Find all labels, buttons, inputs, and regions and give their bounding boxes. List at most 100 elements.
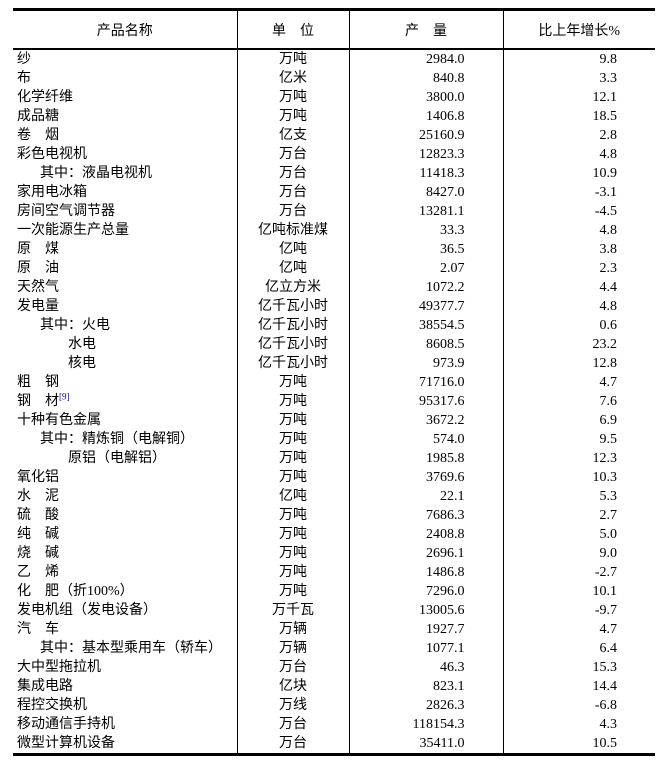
products-output-table-wrap: 产品名称 单 位 产 量 比上年增长% 纱 万吨 2984.0 9.8 布 亿米… bbox=[13, 8, 655, 756]
product-name-label: 大中型拖拉机 bbox=[17, 660, 101, 675]
product-name-label: 硫 酸 bbox=[17, 508, 59, 523]
growth-cell: 9.0 bbox=[502, 544, 655, 563]
footnote-9-link[interactable]: [9] bbox=[59, 392, 70, 402]
product-name-label: 原 煤 bbox=[17, 242, 59, 257]
product-name-label: 卷 烟 bbox=[17, 128, 59, 143]
output-cell: 7686.3 bbox=[348, 506, 503, 525]
output-cell: 2984.0 bbox=[348, 49, 503, 69]
unit-cell: 万吨 bbox=[236, 468, 349, 487]
product-name-label: 原 油 bbox=[17, 261, 59, 276]
table-row: 水 泥 亿吨 22.1 5.3 bbox=[13, 487, 655, 506]
product-name-cell: 乙 烯 bbox=[13, 563, 237, 582]
product-name-label: 氧化铝 bbox=[17, 470, 59, 485]
product-name-cell: 卷 烟 bbox=[13, 126, 237, 145]
product-name-label: 钢 材 bbox=[17, 394, 59, 409]
product-name-label: 十种有色金属 bbox=[17, 413, 101, 428]
output-cell: 1927.7 bbox=[348, 620, 503, 639]
product-name-cell: 布 bbox=[13, 69, 237, 88]
output-cell: 1985.8 bbox=[348, 449, 503, 468]
product-name-label: 原铝（电解铝） bbox=[68, 451, 166, 466]
table-row: 其中：液晶电视机 万台 11418.3 10.9 bbox=[13, 164, 655, 183]
table-row: 一次能源生产总量 亿吨标准煤 33.3 4.8 bbox=[13, 221, 655, 240]
product-name-cell: 集成电路 bbox=[13, 677, 237, 696]
product-name-cell: 其中：基本型乘用车（轿车） bbox=[13, 639, 237, 658]
product-name-cell: 烧 碱 bbox=[13, 544, 237, 563]
product-name-cell: 大中型拖拉机 bbox=[13, 658, 237, 677]
unit-cell: 万台 bbox=[236, 715, 349, 734]
table-row: 程控交换机 万线 2826.3 -6.8 bbox=[13, 696, 655, 715]
table-row: 化 肥（折100%） 万吨 7296.0 10.1 bbox=[13, 582, 655, 601]
product-name-label: 成品糖 bbox=[17, 109, 59, 124]
output-cell: 8608.5 bbox=[348, 335, 503, 354]
growth-cell: 10.3 bbox=[502, 468, 655, 487]
unit-cell: 万吨 bbox=[236, 449, 349, 468]
table-row: 纱 万吨 2984.0 9.8 bbox=[13, 49, 655, 69]
product-name-cell: 水 泥 bbox=[13, 487, 237, 506]
output-cell: 1486.8 bbox=[348, 563, 503, 582]
product-name-label: 一次能源生产总量 bbox=[17, 223, 129, 238]
table-row: 乙 烯 万吨 1486.8 -2.7 bbox=[13, 563, 655, 582]
output-cell: 1077.1 bbox=[348, 639, 503, 658]
table-row: 十种有色金属 万吨 3672.2 6.9 bbox=[13, 411, 655, 430]
growth-cell: 3.3 bbox=[502, 69, 655, 88]
growth-cell: 9.5 bbox=[502, 430, 655, 449]
product-name-cell: 天然气 bbox=[13, 278, 237, 297]
product-name-label: 发电机组（发电设备） bbox=[17, 603, 157, 618]
unit-cell: 亿支 bbox=[236, 126, 349, 145]
unit-cell: 万线 bbox=[236, 696, 349, 715]
product-name-cell: 成品糖 bbox=[13, 107, 237, 126]
output-cell: 71716.0 bbox=[348, 373, 503, 392]
table-row: 原铝（电解铝） 万吨 1985.8 12.3 bbox=[13, 449, 655, 468]
table-row: 移动通信手持机 万台 118154.3 4.3 bbox=[13, 715, 655, 734]
output-cell: 118154.3 bbox=[348, 715, 503, 734]
product-name-cell: 水电 bbox=[13, 335, 237, 354]
growth-cell: 10.9 bbox=[502, 164, 655, 183]
growth-cell: 4.7 bbox=[502, 620, 655, 639]
table-row: 原 油 亿吨 2.07 2.3 bbox=[13, 259, 655, 278]
growth-cell: 4.4 bbox=[502, 278, 655, 297]
unit-cell: 万千瓦 bbox=[236, 601, 349, 620]
growth-cell: 6.4 bbox=[502, 639, 655, 658]
output-cell: 3672.2 bbox=[348, 411, 503, 430]
product-name-cell: 原 油 bbox=[13, 259, 237, 278]
output-cell: 38554.5 bbox=[348, 316, 503, 335]
product-name-label: 微型计算机设备 bbox=[17, 736, 115, 751]
unit-cell: 亿吨 bbox=[236, 259, 349, 278]
product-name-label: 纯 碱 bbox=[17, 527, 59, 542]
product-name-cell: 发电量 bbox=[13, 297, 237, 316]
output-cell: 36.5 bbox=[348, 240, 503, 259]
output-cell: 2826.3 bbox=[348, 696, 503, 715]
growth-cell: 2.3 bbox=[502, 259, 655, 278]
table-row: 其中：基本型乘用车（轿车） 万辆 1077.1 6.4 bbox=[13, 639, 655, 658]
product-name-cell: 程控交换机 bbox=[13, 696, 237, 715]
output-cell: 3769.6 bbox=[348, 468, 503, 487]
growth-cell: 3.8 bbox=[502, 240, 655, 259]
unit-cell: 亿千瓦小时 bbox=[236, 354, 349, 373]
output-cell: 1072.2 bbox=[348, 278, 503, 297]
table-row: 微型计算机设备 万台 35411.0 10.5 bbox=[13, 734, 655, 755]
unit-cell: 亿吨标准煤 bbox=[236, 221, 349, 240]
product-name-cell: 发电机组（发电设备） bbox=[13, 601, 237, 620]
growth-cell: 0.6 bbox=[502, 316, 655, 335]
growth-cell: 2.8 bbox=[502, 126, 655, 145]
unit-cell: 万吨 bbox=[236, 88, 349, 107]
products-output-table: 产品名称 单 位 产 量 比上年增长% 纱 万吨 2984.0 9.8 布 亿米… bbox=[13, 8, 655, 756]
table-row: 化学纤维 万吨 3800.0 12.1 bbox=[13, 88, 655, 107]
header-growth: 比上年增长% bbox=[502, 9, 655, 50]
output-cell: 11418.3 bbox=[348, 164, 503, 183]
growth-cell: 12.1 bbox=[502, 88, 655, 107]
unit-cell: 亿块 bbox=[236, 677, 349, 696]
unit-cell: 万吨 bbox=[236, 392, 349, 411]
output-cell: 2.07 bbox=[348, 259, 503, 278]
output-cell: 7296.0 bbox=[348, 582, 503, 601]
product-name-label: 彩色电视机 bbox=[17, 147, 87, 162]
table-body: 纱 万吨 2984.0 9.8 布 亿米 840.8 3.3 化学纤维 万吨 3… bbox=[13, 49, 655, 755]
table-row: 其中：火电 亿千瓦小时 38554.5 0.6 bbox=[13, 316, 655, 335]
product-name-cell: 粗 钢 bbox=[13, 373, 237, 392]
product-name-label: 粗 钢 bbox=[17, 375, 59, 390]
unit-cell: 万吨 bbox=[236, 544, 349, 563]
growth-cell: 4.8 bbox=[502, 145, 655, 164]
product-name-cell: 其中：火电 bbox=[13, 316, 237, 335]
table-row: 集成电路 亿块 823.1 14.4 bbox=[13, 677, 655, 696]
unit-cell: 万台 bbox=[236, 734, 349, 755]
